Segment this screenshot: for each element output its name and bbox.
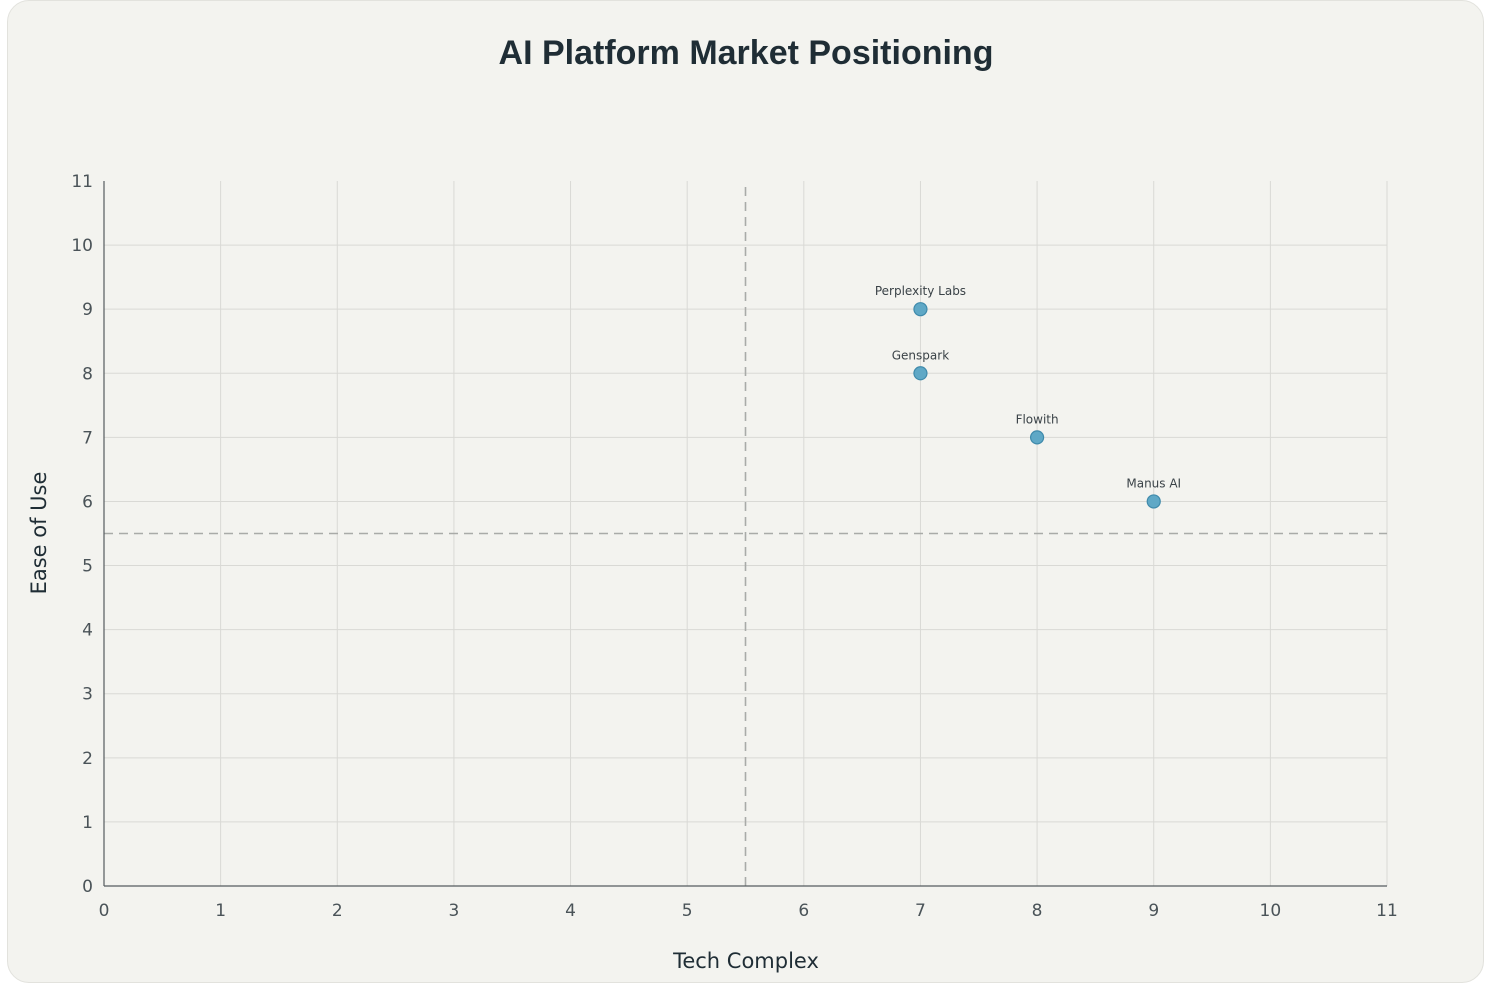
y-tick-label: 1 [82, 813, 93, 833]
tick-labels: 0 1 2 3 4 5 6 7 8 9 10 11 0 1 2 3 4 5 6 7 8 9 10 11 [71, 172, 1397, 921]
y-tick-label: 2 [82, 749, 93, 769]
y-tick-label: 6 [82, 492, 93, 512]
y-axis-title: Ease of Use [27, 472, 51, 595]
x-axis-title: Tech Complex [672, 949, 819, 973]
data-point [913, 366, 928, 381]
data-point-label: Genspark [892, 348, 949, 362]
x-tick-label: 6 [798, 901, 809, 921]
x-tick-label: 5 [682, 901, 693, 921]
y-tick-label: 4 [82, 621, 93, 641]
x-tick-label: 4 [565, 901, 576, 921]
y-tick-label: 8 [82, 364, 93, 384]
data-point [1146, 494, 1161, 509]
y-tick-label: 3 [82, 685, 93, 705]
y-tick-label: 11 [71, 172, 93, 192]
x-tick-label: 2 [332, 901, 343, 921]
data-points: Perplexity Labs Genspark Flowith Manus AI [875, 284, 1181, 509]
x-tick-label: 10 [1260, 901, 1282, 921]
chart-title: AI Platform Market Positioning [498, 34, 994, 72]
x-tick-label: 3 [448, 901, 459, 921]
y-tick-label: 7 [82, 428, 93, 448]
data-point-label: Perplexity Labs [875, 284, 966, 298]
axes [103, 181, 1387, 887]
y-tick-label: 9 [82, 300, 93, 320]
x-tick-label: 9 [1148, 901, 1159, 921]
y-tick-label: 0 [82, 877, 93, 897]
reference-lines [104, 187, 1387, 886]
x-tick-label: 7 [915, 901, 926, 921]
data-point [913, 302, 928, 317]
data-point [1029, 430, 1045, 445]
x-tick-label: 1 [215, 901, 226, 921]
x-tick-label: 0 [99, 901, 110, 921]
y-tick-label: 5 [82, 557, 93, 577]
x-tick-label: 11 [1376, 901, 1398, 921]
x-tick-label: 8 [1032, 901, 1043, 921]
data-point-label: Flowith [1016, 412, 1059, 426]
data-point-label: Manus AI [1126, 476, 1181, 490]
y-tick-label: 10 [71, 236, 93, 256]
